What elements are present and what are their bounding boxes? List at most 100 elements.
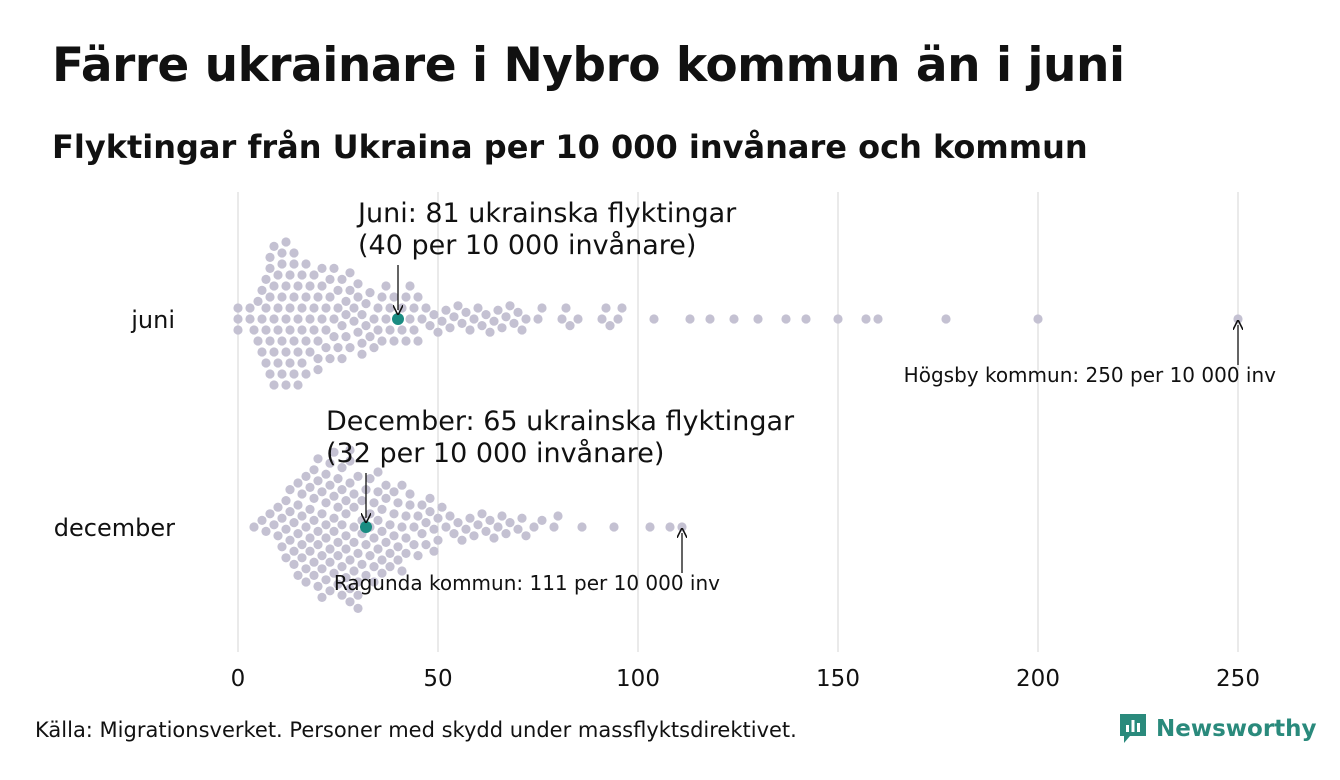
data-point xyxy=(309,270,319,280)
data-point xyxy=(353,577,363,587)
data-point xyxy=(281,380,291,390)
data-point xyxy=(381,493,391,503)
data-point xyxy=(321,325,331,335)
data-point xyxy=(393,498,403,508)
data-point xyxy=(705,314,715,324)
brand-name: Newsworthy xyxy=(1156,716,1317,742)
data-point xyxy=(481,526,491,537)
data-point xyxy=(277,542,287,552)
data-point xyxy=(285,485,295,495)
data-point xyxy=(517,325,527,335)
data-point xyxy=(345,478,355,488)
data-point xyxy=(313,454,323,464)
data-point xyxy=(265,509,275,519)
data-point xyxy=(417,314,427,324)
data-point xyxy=(313,476,323,486)
data-point xyxy=(353,548,363,559)
newsworthy-logo: Newsworthy xyxy=(1118,712,1317,746)
data-point xyxy=(493,522,503,532)
data-point xyxy=(325,544,335,554)
data-point xyxy=(301,522,311,532)
source-note: Källa: Migrationsverket. Personer med sk… xyxy=(35,718,797,742)
data-point xyxy=(333,502,343,512)
data-point xyxy=(317,487,327,497)
data-point xyxy=(269,380,279,390)
data-point xyxy=(449,529,459,539)
data-point xyxy=(377,292,387,302)
data-point xyxy=(601,303,611,313)
data-point xyxy=(521,531,531,541)
data-point xyxy=(261,358,271,368)
highlight-point xyxy=(392,313,404,325)
data-point xyxy=(445,323,455,333)
data-point xyxy=(293,314,303,324)
data-point xyxy=(477,321,487,331)
data-point xyxy=(349,537,359,548)
data-point xyxy=(325,274,335,284)
data-point xyxy=(265,369,275,379)
data-point xyxy=(333,474,343,484)
data-point xyxy=(353,471,363,481)
data-point xyxy=(1033,314,1043,324)
data-point xyxy=(537,303,547,313)
data-point xyxy=(781,314,791,324)
data-point xyxy=(353,292,363,302)
data-point xyxy=(361,321,371,331)
data-point xyxy=(321,533,331,543)
data-point xyxy=(533,314,543,324)
data-point xyxy=(277,248,287,258)
data-point xyxy=(265,336,275,346)
data-point xyxy=(665,522,675,532)
data-point xyxy=(329,491,339,501)
data-point xyxy=(457,535,467,545)
data-point xyxy=(409,325,419,335)
data-point xyxy=(297,358,307,368)
data-point xyxy=(297,489,307,499)
data-point xyxy=(337,520,347,530)
data-point xyxy=(613,314,623,324)
data-point xyxy=(649,314,659,324)
data-point xyxy=(941,314,951,324)
data-point xyxy=(273,502,283,512)
x-tick-label: 150 xyxy=(816,666,860,692)
data-point xyxy=(313,336,323,346)
data-point xyxy=(341,310,351,320)
data-point xyxy=(353,327,363,337)
data-point xyxy=(345,584,355,594)
data-point xyxy=(345,285,355,295)
data-point xyxy=(449,312,459,322)
data-point xyxy=(273,325,283,335)
data-point xyxy=(233,303,243,313)
data-point xyxy=(301,259,311,269)
data-point xyxy=(273,531,283,541)
data-point xyxy=(349,502,359,512)
data-point xyxy=(549,522,559,532)
data-point xyxy=(273,270,283,280)
row-label-december: december xyxy=(54,514,175,542)
data-point xyxy=(345,268,355,278)
data-point xyxy=(253,336,263,346)
highlight-annotation-line1: December: 65 ukrainska flyktingar xyxy=(326,406,795,437)
data-point xyxy=(313,540,323,550)
data-point xyxy=(285,325,295,335)
data-point xyxy=(249,522,259,532)
data-point xyxy=(345,343,355,353)
x-tick-label: 50 xyxy=(423,666,452,692)
x-tick-label: 0 xyxy=(231,666,246,692)
data-point xyxy=(337,274,347,284)
data-point xyxy=(277,369,287,379)
data-point xyxy=(285,507,295,517)
data-point xyxy=(461,307,471,317)
data-point xyxy=(353,279,363,289)
data-point xyxy=(425,507,435,517)
data-point xyxy=(333,343,343,353)
data-point xyxy=(421,518,431,528)
data-point xyxy=(405,314,415,324)
data-point xyxy=(473,520,483,530)
data-point xyxy=(337,463,347,473)
data-point xyxy=(421,540,431,550)
data-point xyxy=(873,314,883,324)
data-point xyxy=(281,347,291,357)
data-point xyxy=(293,478,303,488)
data-point xyxy=(369,533,379,543)
